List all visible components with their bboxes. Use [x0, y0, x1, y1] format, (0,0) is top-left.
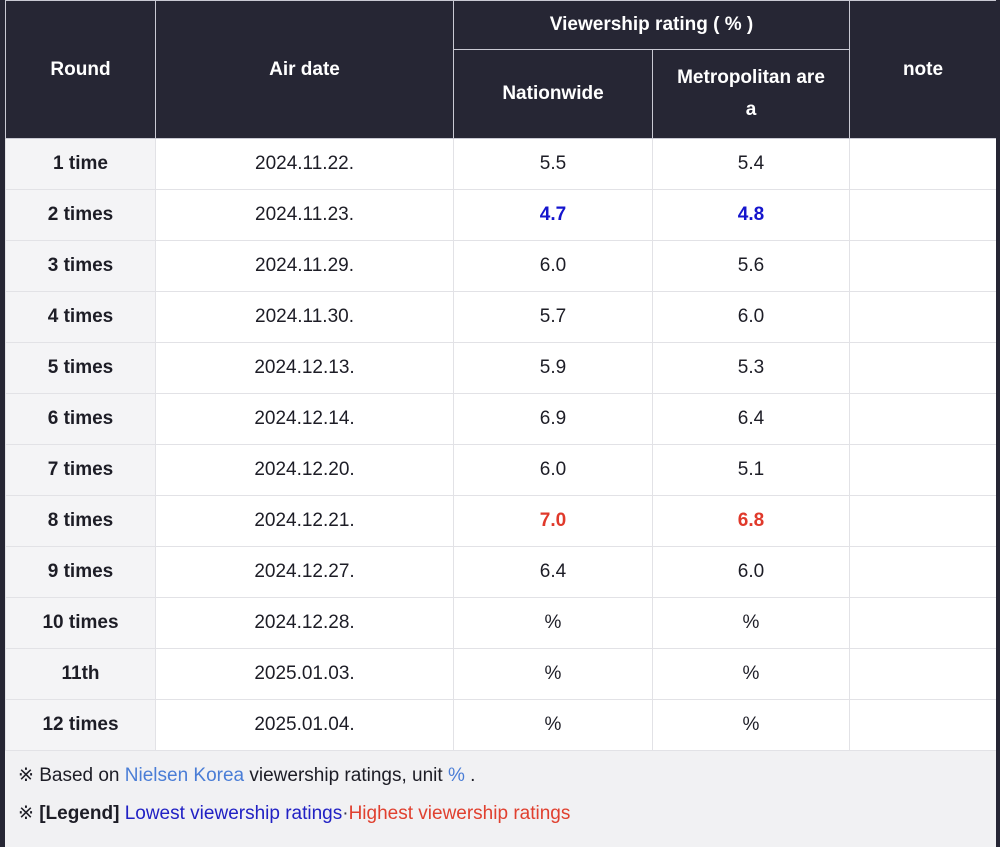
footnote-source-suffix: . [464, 765, 476, 786]
note-cell [849, 699, 996, 751]
round-cell: 12 times [5, 699, 156, 751]
table-row: 6 times 2024.12.14. 6.9 6.4 [5, 393, 996, 445]
air-date-cell: 2024.12.14. [155, 393, 454, 445]
note-cell [849, 138, 996, 190]
metropolitan-cell: 6.4 [651, 393, 851, 445]
nationwide-cell-lowest: 4.7 [453, 189, 653, 241]
note-cell [849, 546, 996, 598]
footnote-source-prefix: ※ Based on [18, 765, 125, 786]
table-row: 9 times 2024.12.27. 6.4 6.0 [5, 546, 996, 598]
table-header: Round Air date Viewership rating ( % ) n… [5, 0, 996, 139]
round-cell: 2 times [5, 189, 156, 241]
metropolitan-cell: 6.0 [651, 546, 851, 598]
header-air-date: Air date [155, 0, 454, 139]
footnote-legend-prefix: ※ [18, 803, 40, 824]
note-cell [849, 240, 996, 292]
viewership-ratings-table: Round Air date Viewership rating ( % ) n… [5, 0, 996, 751]
metropolitan-cell: 5.3 [651, 342, 851, 394]
nationwide-cell: % [453, 648, 653, 700]
table-row: 10 times 2024.12.28. % % [5, 597, 996, 649]
note-cell [849, 189, 996, 241]
header-metropolitan-area: Metropolitan area [651, 49, 851, 139]
header-round: Round [5, 0, 156, 139]
table-row: 12 times 2025.01.04. % % [5, 699, 996, 751]
nationwide-cell: 6.0 [453, 444, 653, 496]
round-cell: 8 times [5, 495, 156, 547]
legend-label: [Legend] [39, 803, 120, 824]
footnote-source: ※ Based on Nielsen Korea viewership rati… [18, 764, 986, 787]
table-row: 3 times 2024.11.29. 6.0 5.6 [5, 240, 996, 292]
note-cell [849, 495, 996, 547]
air-date-cell: 2024.12.28. [155, 597, 454, 649]
nationwide-cell: 5.5 [453, 138, 653, 190]
note-cell [849, 648, 996, 700]
round-cell: 3 times [5, 240, 156, 292]
metropolitan-cell-lowest: 4.8 [651, 189, 851, 241]
table-body: 1 time 2024.11.22. 5.5 5.4 2 times 2024.… [5, 138, 996, 751]
air-date-cell: 2025.01.04. [155, 699, 454, 751]
legend-lowest-text: Lowest viewership ratings [124, 803, 343, 824]
metropolitan-cell: % [651, 597, 851, 649]
nationwide-cell-highest: 7.0 [453, 495, 653, 547]
note-cell [849, 444, 996, 496]
air-date-cell: 2024.12.20. [155, 444, 454, 496]
percent-unit-link[interactable]: % [447, 765, 465, 786]
air-date-cell: 2024.12.21. [155, 495, 454, 547]
header-note: note [849, 0, 996, 139]
metropolitan-cell: % [651, 699, 851, 751]
nationwide-cell: 6.9 [453, 393, 653, 445]
air-date-cell: 2024.11.23. [155, 189, 454, 241]
air-date-cell: 2024.12.27. [155, 546, 454, 598]
nationwide-cell: 6.4 [453, 546, 653, 598]
air-date-cell: 2024.11.22. [155, 138, 454, 190]
nationwide-cell: 5.7 [453, 291, 653, 343]
round-cell: 9 times [5, 546, 156, 598]
nationwide-cell: 6.0 [453, 240, 653, 292]
air-date-cell: 2024.12.13. [155, 342, 454, 394]
note-cell [849, 342, 996, 394]
air-date-cell: 2024.11.30. [155, 291, 454, 343]
metropolitan-cell: 5.4 [651, 138, 851, 190]
nielsen-korea-link[interactable]: Nielsen Korea [124, 765, 245, 786]
header-nationwide: Nationwide [453, 49, 653, 139]
round-cell: 6 times [5, 393, 156, 445]
table-row: 8 times 2024.12.21. 7.0 6.8 [5, 495, 996, 547]
table-row: 7 times 2024.12.20. 6.0 5.1 [5, 444, 996, 496]
table-row: 1 time 2024.11.22. 5.5 5.4 [5, 138, 996, 190]
round-cell: 1 time [5, 138, 156, 190]
air-date-cell: 2025.01.03. [155, 648, 454, 700]
round-cell: 11th [5, 648, 156, 700]
nationwide-cell: % [453, 699, 653, 751]
round-cell: 5 times [5, 342, 156, 394]
metropolitan-cell-highest: 6.8 [651, 495, 851, 547]
footnotes: ※ Based on Nielsen Korea viewership rati… [5, 751, 996, 825]
footnote-source-middle: viewership ratings, unit [244, 765, 448, 786]
footnote-legend: ※ [Legend] Lowest viewership ratings·Hig… [18, 802, 986, 825]
metropolitan-cell: 5.6 [651, 240, 851, 292]
air-date-cell: 2024.11.29. [155, 240, 454, 292]
nationwide-cell: 5.9 [453, 342, 653, 394]
table-row: 2 times 2024.11.23. 4.7 4.8 [5, 189, 996, 241]
round-cell: 7 times [5, 444, 156, 496]
table-row: 11th 2025.01.03. % % [5, 648, 996, 700]
note-cell [849, 291, 996, 343]
header-viewership-rating-group: Viewership rating ( % ) [452, 0, 851, 50]
table-row: 4 times 2024.11.30. 5.7 6.0 [5, 291, 996, 343]
round-cell: 4 times [5, 291, 156, 343]
note-cell [849, 393, 996, 445]
legend-highest-text: Highest viewership ratings [348, 803, 571, 824]
table-row: 5 times 2024.12.13. 5.9 5.3 [5, 342, 996, 394]
legend-separator: · [342, 803, 349, 824]
round-cell: 10 times [5, 597, 156, 649]
metropolitan-cell: % [651, 648, 851, 700]
metropolitan-cell: 6.0 [651, 291, 851, 343]
nationwide-cell: % [453, 597, 653, 649]
metropolitan-cell: 5.1 [651, 444, 851, 496]
note-cell [849, 597, 996, 649]
